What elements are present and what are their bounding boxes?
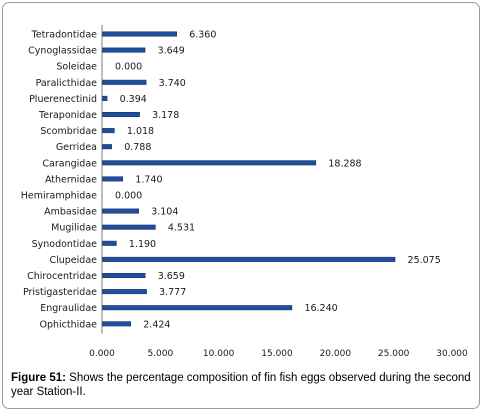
bar — [102, 321, 132, 327]
bar — [102, 273, 146, 278]
bar — [102, 240, 117, 246]
category-label: Synodontidae — [32, 239, 98, 250]
category-label: Cynoglassidae — [28, 46, 97, 57]
category-label: Mugilidae — [51, 223, 97, 234]
x-tick-label: 25.000 — [378, 349, 410, 359]
caption-label: Figure 51: — [11, 372, 66, 384]
category-label: Tetradontidae — [31, 30, 98, 41]
category-label: Teraponidae — [38, 110, 97, 121]
value-label: 3.649 — [158, 46, 185, 57]
value-label: 3.178 — [152, 110, 179, 121]
caption-text: Shows the percentage composition of fin … — [11, 372, 471, 398]
value-label: 3.777 — [159, 287, 186, 298]
category-label: Clupeidae — [49, 255, 97, 266]
value-label: 3.740 — [159, 78, 186, 89]
x-tick-label: 5.000 — [147, 349, 173, 359]
value-label: 0.000 — [115, 62, 142, 73]
x-tick-label: 10.000 — [203, 349, 235, 359]
bar — [102, 224, 156, 230]
category-label: Pristigasteridae — [23, 287, 97, 298]
value-label: 3.659 — [158, 271, 185, 282]
category-label: Engraulidae — [40, 303, 97, 314]
value-label: 1.740 — [135, 174, 162, 185]
category-label: Ambasidae — [44, 207, 97, 218]
value-label: 3.104 — [151, 207, 178, 218]
category-label: Scombridae — [40, 126, 97, 137]
bar — [102, 31, 177, 37]
x-tick-label: 15.000 — [261, 349, 293, 359]
bar — [102, 95, 108, 101]
category-label: Ophicthidae — [40, 319, 98, 330]
category-label: Hemiramphidae — [21, 191, 97, 202]
x-tick-label: 0.000 — [89, 349, 115, 359]
category-label: Chirocentridae — [27, 271, 97, 282]
category-label: Carangidae — [42, 158, 97, 169]
bar — [102, 128, 115, 134]
bar — [102, 47, 146, 53]
value-label: 0.788 — [124, 142, 151, 153]
x-tick-label: 20.000 — [320, 349, 352, 359]
category-label: Gerridea — [56, 142, 97, 153]
value-label: 4.531 — [168, 223, 195, 234]
value-label: 6.360 — [189, 30, 216, 41]
category-label: Athernidae — [45, 174, 97, 185]
bar — [102, 208, 139, 214]
figure-frame — [2, 2, 480, 409]
value-label: 1.190 — [129, 239, 156, 250]
bar — [102, 144, 112, 150]
bar-chart: Tetradontidae 6.360 Cynoglassidae 3.649 Sole… — [21, 25, 468, 359]
figure-caption: Figure 51: Shows the percentage composit… — [11, 371, 473, 399]
category-label: Pluerenectinid — [29, 94, 97, 105]
value-label: 2.424 — [143, 319, 170, 330]
value-label: 16.240 — [304, 303, 337, 314]
category-label: Soleidae — [56, 62, 97, 73]
category-label: Paralicthidae — [36, 78, 98, 89]
bar — [102, 256, 396, 262]
value-label: 25.075 — [408, 255, 441, 266]
bar — [102, 112, 140, 117]
x-tick-label: 30.000 — [436, 349, 468, 359]
value-label: 0.000 — [115, 191, 142, 202]
bar — [102, 160, 317, 166]
bar — [102, 305, 293, 311]
bar — [102, 79, 147, 85]
bar — [102, 176, 124, 182]
value-label: 18.288 — [328, 158, 361, 169]
bar — [102, 289, 147, 295]
value-label: 0.394 — [120, 94, 147, 105]
value-label: 1.018 — [127, 126, 154, 137]
